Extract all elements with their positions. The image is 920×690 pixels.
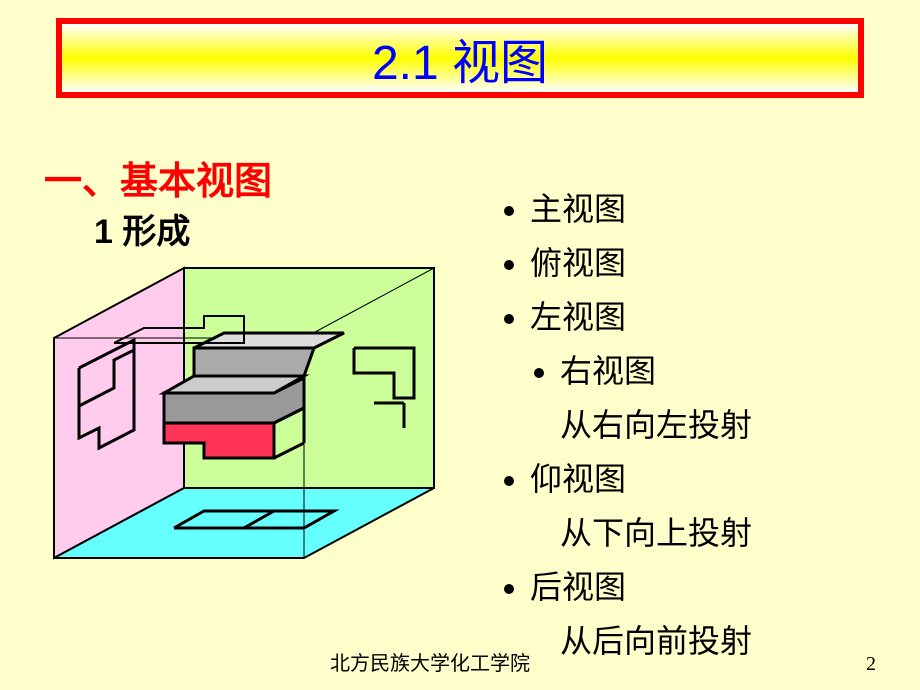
sub-heading: 1 形成 — [94, 204, 190, 253]
bullet-subtext: 从右向左投射 — [560, 400, 752, 446]
bullet-subtext: 从下向上投射 — [560, 508, 752, 554]
bullet-subtext: 从后向前投射 — [560, 616, 752, 662]
bullet-item: 俯视图 — [530, 238, 752, 284]
bullet-item: 左视图 — [530, 292, 752, 338]
bullet-item: 主视图 — [530, 184, 752, 230]
title-box: 2.1 视图 — [56, 18, 864, 98]
page-number: 2 — [866, 653, 876, 676]
section-heading: 一、基本视图 — [44, 150, 272, 205]
projection-diagram — [44, 248, 444, 598]
bullet-item: 后视图 — [530, 562, 752, 608]
title-text: 2.1 视图 — [372, 23, 548, 93]
bullet-item: 仰视图 — [530, 454, 752, 500]
footer-text: 北方民族大学化工学院 — [330, 647, 530, 676]
bullet-list: 主视图 俯视图 左视图 右视图 从右向左投射 仰视图 从下向上投射 后视图 从后… — [500, 184, 752, 670]
bullet-item-indented: 右视图 — [560, 346, 752, 392]
